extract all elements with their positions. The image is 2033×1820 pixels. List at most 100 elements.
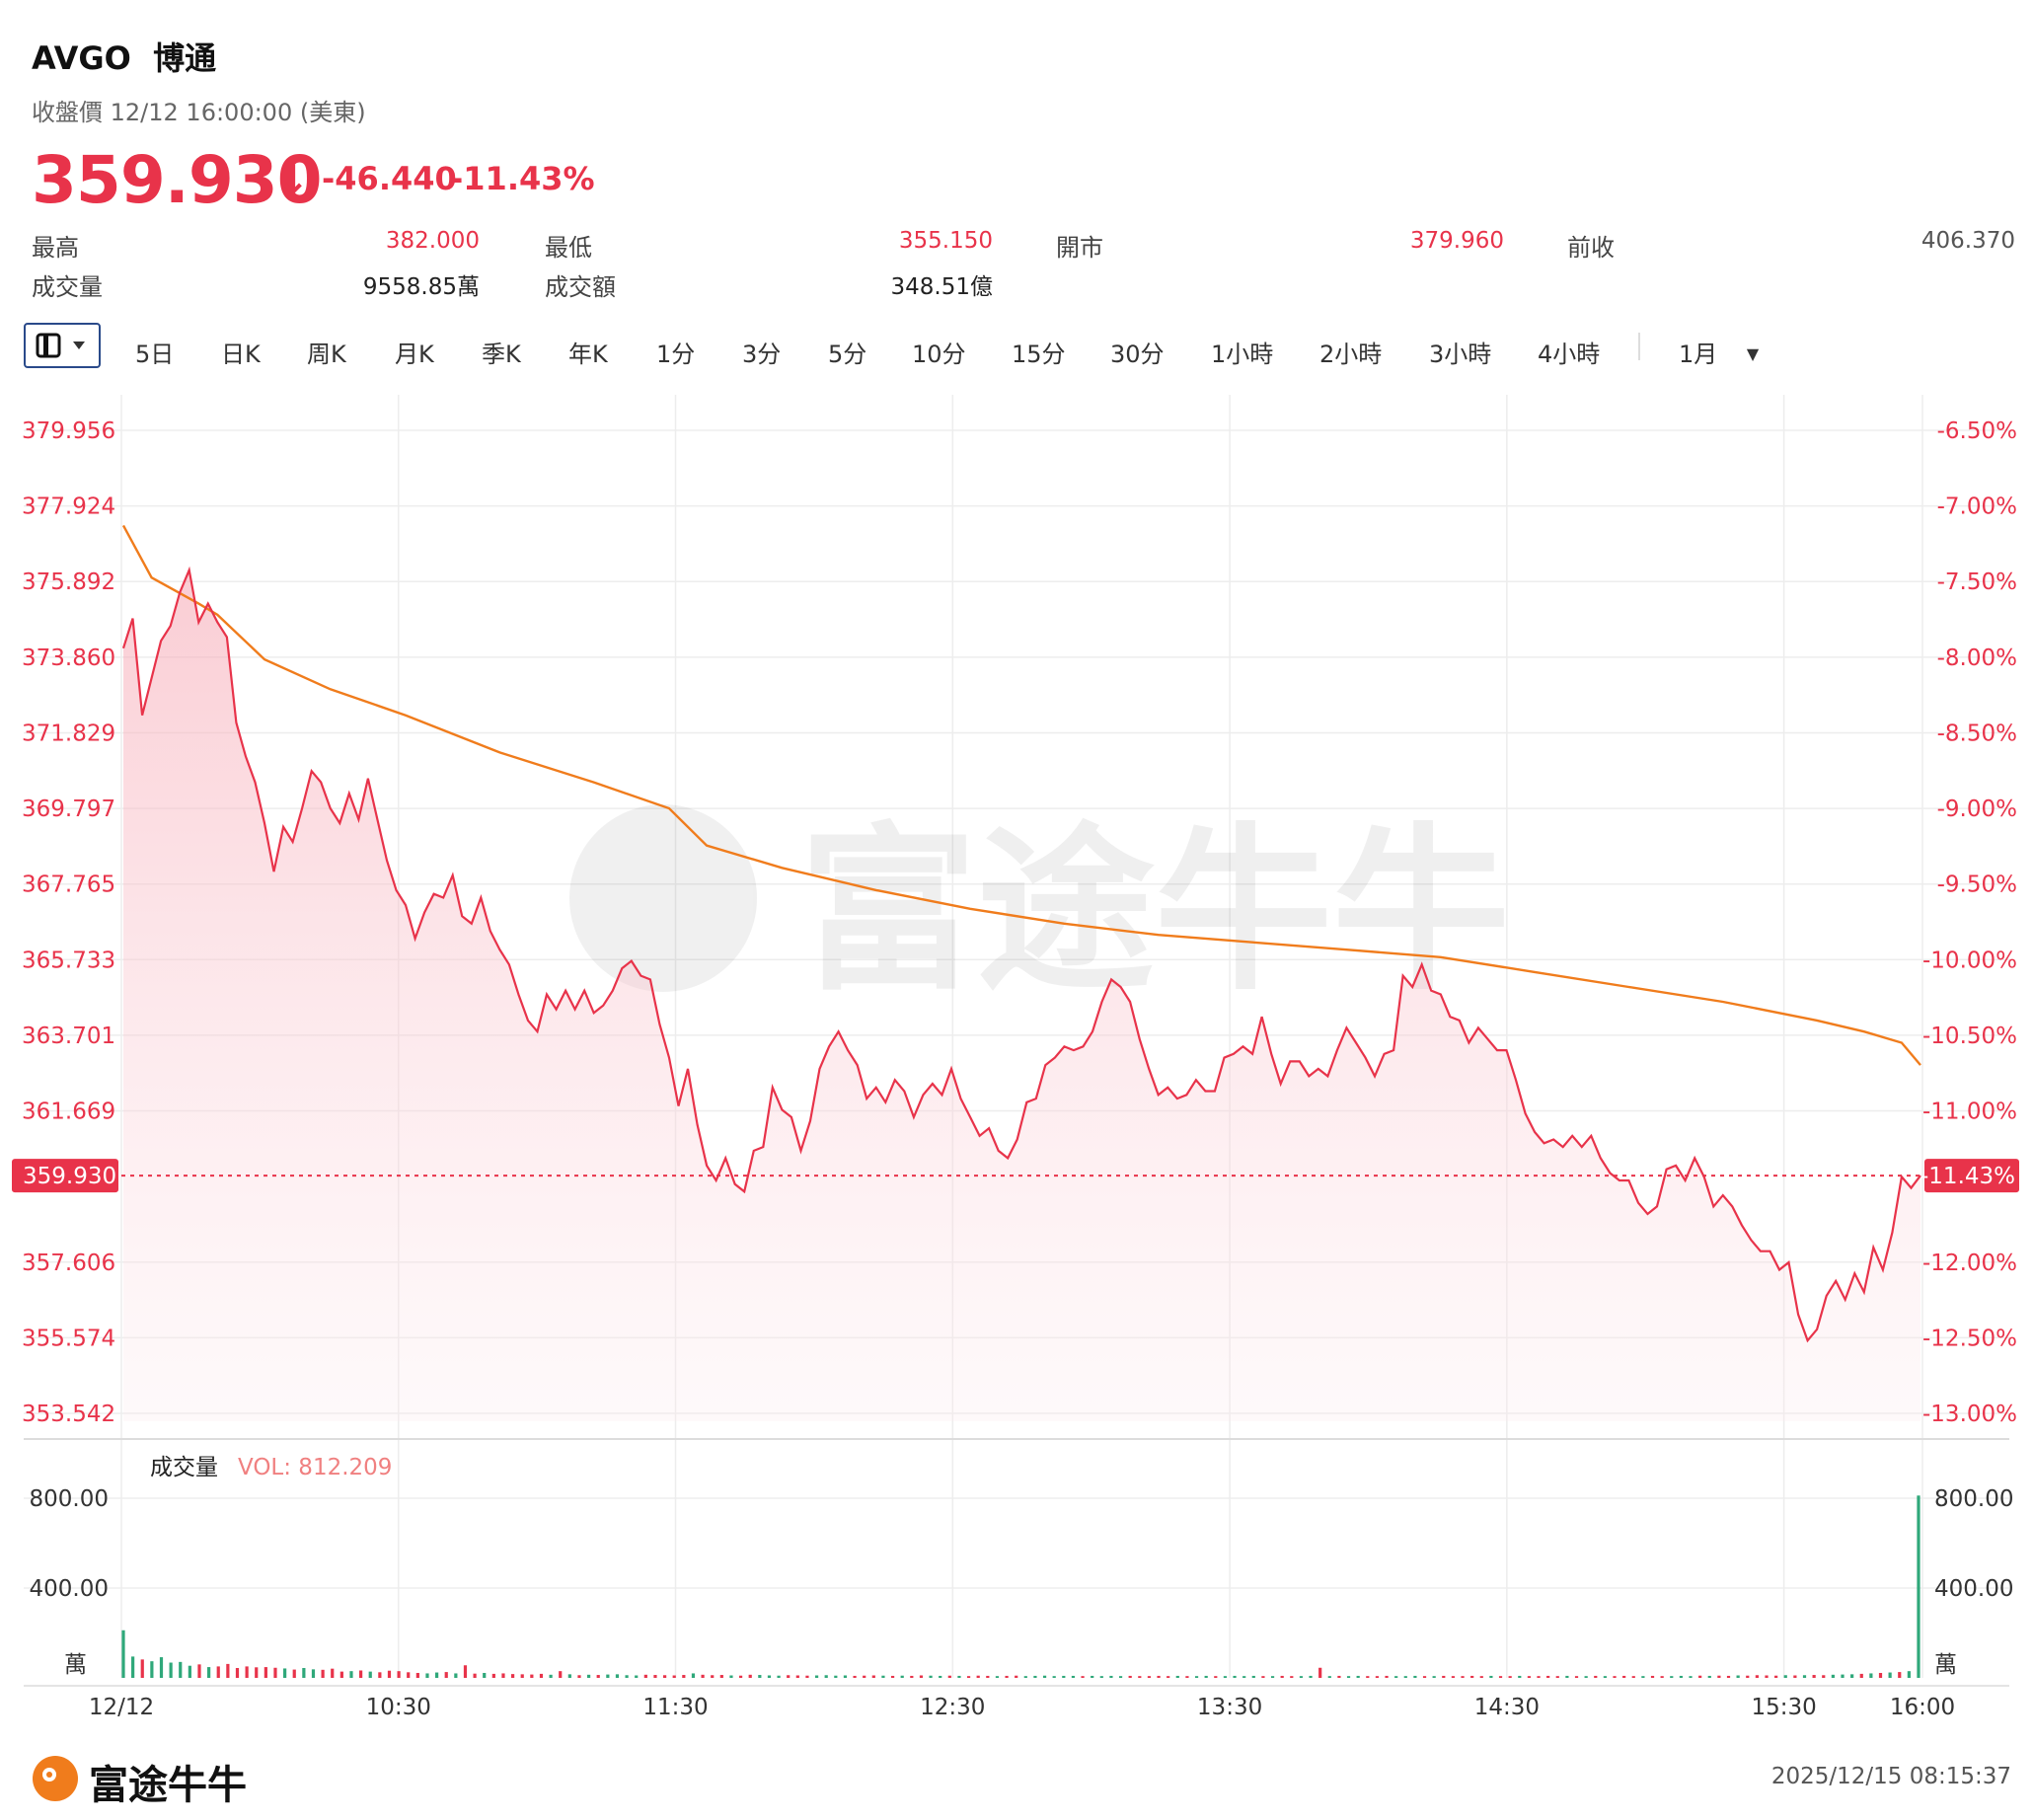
y-tick-pct-label: -9.00%	[1937, 796, 2017, 822]
volume-bar	[1118, 1676, 1123, 1678]
price-change-percent: -11.43%	[450, 160, 595, 197]
y-tick-label: 361.669	[22, 1100, 115, 1125]
volume-bar	[871, 1675, 875, 1678]
volume-bar	[1765, 1675, 1769, 1678]
tab-2hour[interactable]: 2小時	[1319, 341, 1383, 368]
capture-timestamp: 2025/12/15 08:15:37	[1770, 1764, 2011, 1789]
tab-5min[interactable]: 5分	[828, 341, 867, 368]
volume-tick-right: 800.00	[1934, 1486, 2013, 1512]
volume-bar	[131, 1656, 135, 1678]
volume-bar	[1091, 1675, 1094, 1678]
period-selector[interactable]: 1月 ▼	[1679, 335, 1759, 369]
volume-bar	[1432, 1676, 1436, 1678]
volume-bar	[1783, 1675, 1787, 1678]
volume-bar	[483, 1672, 487, 1678]
y-tick-pct-label: -11.00%	[1922, 1100, 2017, 1125]
volume-bar	[586, 1674, 591, 1678]
volume-bar	[1185, 1676, 1189, 1678]
volume-bar	[1631, 1676, 1635, 1678]
volume-bar	[359, 1670, 363, 1678]
volume-bar	[331, 1668, 335, 1678]
volume-bar	[643, 1674, 647, 1678]
y-tick-pct-label: -12.50%	[1922, 1326, 2017, 1351]
chart-mode-selector[interactable]	[24, 323, 101, 368]
y-tick-label: 375.892	[22, 569, 115, 595]
watermark-logo-icon	[569, 804, 757, 992]
y-tick-pct-label: -9.50%	[1937, 872, 2017, 898]
y-tick-pct-label: -13.00%	[1922, 1402, 2017, 1427]
y-tick-label: 353.542	[22, 1402, 115, 1427]
volume-bar	[1099, 1676, 1103, 1678]
tab-daily-k[interactable]: 日K	[221, 341, 261, 368]
tab-10min[interactable]: 10分	[912, 341, 966, 368]
volume-bar	[577, 1675, 581, 1678]
y-tick-label: 357.606	[22, 1251, 115, 1276]
volume-bar	[1451, 1676, 1456, 1678]
watermark-text: 富途牛牛	[799, 808, 1510, 1015]
volume-bar	[1726, 1675, 1731, 1678]
volume-bar	[207, 1667, 211, 1678]
volume-bar	[1489, 1675, 1493, 1678]
volume-bar	[662, 1675, 667, 1678]
tab-15min[interactable]: 15分	[1012, 341, 1066, 368]
volume-bar	[853, 1675, 857, 1678]
volume-bar	[1546, 1675, 1550, 1678]
volume-bar	[1717, 1675, 1721, 1678]
volume-bar	[1128, 1675, 1132, 1678]
last-price: 359.930	[32, 142, 323, 218]
volume-bar	[1175, 1675, 1179, 1678]
volume-bar	[795, 1675, 799, 1678]
y-tick-pct-label: -12.00%	[1922, 1251, 2017, 1276]
volume-bar	[976, 1675, 980, 1678]
tab-1hour[interactable]: 1小時	[1211, 341, 1274, 368]
y-tick-pct-label: -8.00%	[1937, 645, 2017, 671]
volume-bar	[1736, 1675, 1740, 1678]
period-label: 1月	[1679, 341, 1718, 368]
tab-yearly-k[interactable]: 年K	[568, 341, 608, 368]
volume-bar	[1071, 1675, 1076, 1678]
volume-bar	[1346, 1676, 1351, 1678]
volume-bar	[559, 1671, 563, 1678]
volume-bar	[1023, 1676, 1027, 1678]
volume-bar	[311, 1669, 316, 1678]
volume-bar	[454, 1673, 458, 1678]
volume-bar	[1470, 1675, 1474, 1678]
tab-monthly-k[interactable]: 月K	[395, 341, 434, 368]
volume-bar	[339, 1671, 343, 1678]
volume-bar	[1413, 1675, 1417, 1678]
close-time-status: 收盤價 12/12 16:00:00 (美東)	[32, 99, 366, 126]
volume-bar	[1062, 1675, 1066, 1678]
volume-bar	[1907, 1671, 1911, 1678]
volume-bar	[1755, 1675, 1759, 1678]
y-tick-pct-label: -7.00%	[1937, 494, 2017, 520]
volume-bar	[1574, 1676, 1579, 1678]
volume-bar	[1498, 1676, 1503, 1678]
volume-bar	[121, 1630, 125, 1678]
tab-3min[interactable]: 3分	[742, 341, 782, 368]
tab-30min[interactable]: 30分	[1110, 341, 1165, 368]
volume-bars	[121, 1495, 1920, 1678]
caret-down-icon: ▼	[1746, 344, 1760, 363]
volume-bar	[245, 1666, 249, 1678]
tab-4hour[interactable]: 4小時	[1538, 341, 1601, 368]
y-tick-label: 363.701	[22, 1024, 115, 1049]
y-tick-pct-label: -7.50%	[1937, 569, 2017, 595]
volume-bar	[1299, 1676, 1304, 1678]
tab-weekly-k[interactable]: 周K	[307, 341, 346, 368]
tab-5day[interactable]: 5日	[135, 341, 175, 368]
volume-bar	[1841, 1674, 1845, 1678]
tab-3hour[interactable]: 3小時	[1429, 341, 1492, 368]
tab-quarterly-k[interactable]: 季K	[482, 341, 521, 368]
volume-bar	[711, 1675, 715, 1678]
toolbar-divider	[1638, 333, 1640, 360]
volume-bar	[302, 1667, 306, 1678]
volume-bar	[273, 1667, 277, 1678]
volume-bar	[1337, 1675, 1341, 1678]
volume-bar	[957, 1675, 961, 1678]
volume-bar	[1613, 1676, 1617, 1678]
volume-bar	[1859, 1673, 1863, 1678]
volume-bar	[1251, 1675, 1255, 1678]
volume-bar	[635, 1675, 639, 1678]
candlestick-icon	[36, 333, 85, 358]
tab-1min[interactable]: 1分	[656, 341, 696, 368]
